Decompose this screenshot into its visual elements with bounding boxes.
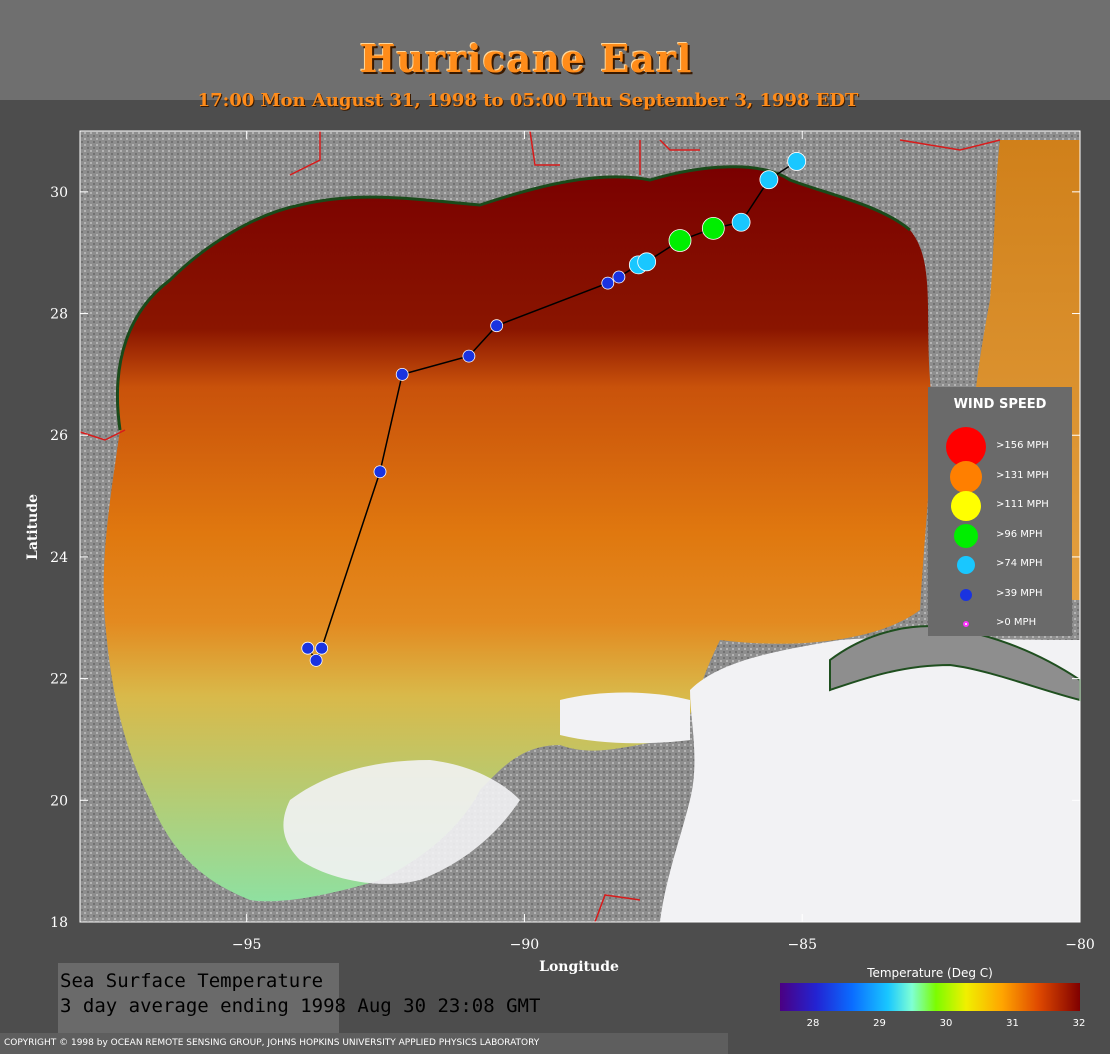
track-point bbox=[309, 653, 323, 667]
colorbar bbox=[780, 983, 1080, 1011]
legend-marker bbox=[963, 621, 969, 627]
hurricane-track bbox=[301, 152, 807, 667]
track-point bbox=[395, 367, 409, 381]
legend-label: >156 MPH bbox=[996, 440, 1049, 451]
colorbar-tick-label: 32 bbox=[1072, 1018, 1086, 1029]
track-point bbox=[701, 216, 725, 240]
track-point bbox=[637, 252, 657, 272]
caption-line-1: Sea Surface Temperature bbox=[60, 970, 324, 992]
legend-marker bbox=[954, 523, 978, 548]
copyright-notice: COPYRIGHT © 1998 by OCEAN REMOTE SENSING… bbox=[0, 1033, 728, 1054]
track-point bbox=[612, 270, 626, 284]
caption-line-2: 3 day average ending 1998 Aug 30 23:08 G… bbox=[60, 995, 541, 1017]
y-tick-label: 26 bbox=[50, 428, 68, 444]
legend-marker bbox=[960, 588, 972, 601]
colorbar-tick-label: 28 bbox=[806, 1018, 820, 1029]
track-point bbox=[490, 319, 504, 333]
y-tick-label: 22 bbox=[50, 672, 68, 688]
x-axis-title: Longitude bbox=[539, 959, 619, 975]
track-point bbox=[315, 641, 329, 655]
legend-label: >111 MPH bbox=[996, 499, 1049, 510]
colorbar-tick-label: 29 bbox=[873, 1018, 886, 1029]
legend-marker bbox=[951, 491, 981, 521]
x-tick-label: −80 bbox=[1065, 937, 1095, 953]
y-tick-label: 24 bbox=[50, 550, 68, 566]
page-title: Hurricane Earl bbox=[359, 36, 693, 81]
caribbean-water bbox=[660, 637, 1080, 922]
page-subtitle: 17:00 Mon August 31, 1998 to 05:00 Thu S… bbox=[197, 90, 859, 111]
legend-label: >131 MPH bbox=[996, 469, 1049, 481]
track-point bbox=[373, 465, 387, 479]
legend-marker bbox=[957, 556, 975, 574]
x-tick-label: −95 bbox=[232, 937, 262, 953]
wind-speed-legend: WIND SPEED >156 MPH >131 MPH >111 MPH >96 M… bbox=[928, 387, 1072, 636]
y-tick-label: 18 bbox=[50, 915, 68, 931]
track-point bbox=[301, 641, 315, 655]
legend-label: >39 MPH bbox=[996, 587, 1043, 599]
y-tick-label: 28 bbox=[50, 307, 68, 323]
gulf-water bbox=[103, 166, 932, 902]
yucatan-cool bbox=[560, 692, 690, 744]
legend-label: >96 MPH bbox=[996, 528, 1043, 540]
y-axis-title: Latitude bbox=[25, 494, 41, 560]
header-band bbox=[0, 0, 1110, 100]
map-frame bbox=[79, 130, 1081, 923]
track-point bbox=[601, 276, 615, 290]
track-point bbox=[462, 349, 476, 363]
bay-campeche-cool bbox=[283, 760, 520, 884]
legend-label: >74 MPH bbox=[996, 558, 1043, 569]
legend-marker bbox=[946, 427, 986, 467]
legend-title: WIND SPEED bbox=[953, 397, 1047, 412]
x-tick-label: −90 bbox=[510, 937, 540, 953]
coastline bbox=[116, 165, 911, 431]
state-borders bbox=[79, 130, 1001, 923]
y-tick-label: 30 bbox=[50, 185, 68, 201]
colorbar-title: Temperature (Deg C) bbox=[867, 966, 993, 980]
track-point bbox=[668, 229, 692, 252]
colorbar-tick-label: 31 bbox=[1006, 1018, 1019, 1029]
legend-marker bbox=[950, 460, 982, 493]
colorbar-tick-label: 30 bbox=[939, 1018, 953, 1029]
track-point bbox=[759, 170, 779, 190]
track-point bbox=[787, 152, 807, 171]
caption-box bbox=[58, 963, 339, 1033]
legend-label: >0 MPH bbox=[996, 617, 1037, 628]
y-tick-label: 20 bbox=[50, 793, 68, 809]
track-point bbox=[731, 212, 751, 232]
x-tick-label: −85 bbox=[787, 937, 817, 953]
axis-ticks: −95 −90 −85 −80 18 20 22 24 26 28 30 bbox=[50, 131, 1095, 953]
